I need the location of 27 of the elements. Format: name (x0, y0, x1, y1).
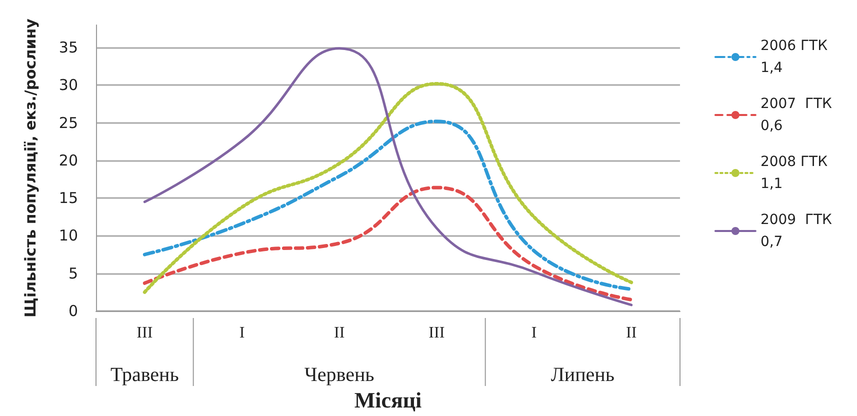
y-tick-label: 30 (58, 76, 78, 94)
legend-label: 2008 ГТК 1,1 (760, 154, 828, 192)
y-tick-label: 15 (58, 189, 78, 208)
x-tick-label: III (136, 324, 153, 342)
line-series (143, 47, 633, 306)
y-tick-label: 25 (58, 114, 78, 132)
legend-label: 2009 ГТК 0,7 (760, 212, 832, 250)
legend-label: 2006 ГТК 1,4 (760, 38, 828, 76)
x-tick-label: II (626, 324, 637, 342)
y-tick-label: 0 (68, 302, 78, 320)
x-tick-label: I (531, 324, 537, 342)
x-tick-label: II (334, 324, 345, 342)
text: Травень (110, 364, 179, 386)
line-series (142, 186, 634, 302)
y-tick-label: 35 (58, 38, 78, 57)
text: Червень (304, 364, 374, 386)
x-tick-label: I (239, 324, 245, 342)
y-tick-label: 5 (68, 264, 78, 282)
text: Липень (550, 364, 615, 386)
y-axis-title: Щільність популяції, екз./рослину (22, 18, 40, 318)
y-tick-label: 10 (58, 226, 78, 245)
legend-label: 2007 ГТК 0,6 (760, 96, 832, 134)
x-tick-label: III (428, 324, 445, 342)
y-tick-label: 20 (58, 151, 78, 170)
x-axis-title: Місяці (354, 388, 422, 412)
line-series (142, 120, 634, 291)
line-series (142, 82, 634, 294)
